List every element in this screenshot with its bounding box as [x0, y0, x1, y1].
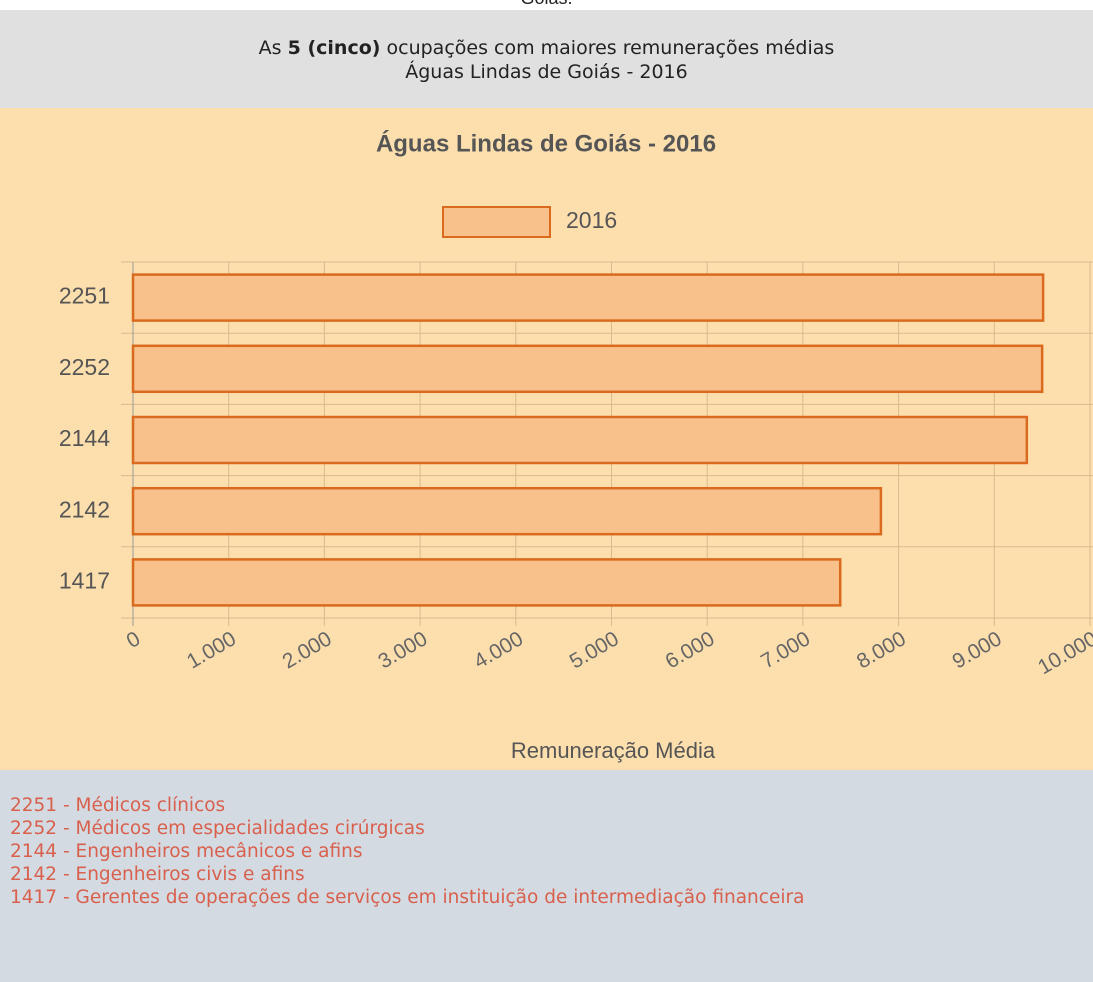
- bar: [131, 344, 1044, 394]
- footer-item: 2251 - Médicos clínicos: [10, 795, 226, 816]
- y-tick-label: 2144: [59, 425, 110, 451]
- header-subtitle: Águas Lindas de Goiás - 2016: [405, 61, 688, 83]
- footer-item: 2144 - Engenheiros mecânicos e afins: [10, 841, 363, 862]
- y-tick-label: 2142: [59, 496, 110, 522]
- legend-swatch: [442, 206, 551, 238]
- footer-item: 1417 - Gerentes de operações de serviços…: [10, 887, 805, 908]
- y-tick-label: 2251: [59, 283, 110, 309]
- footer-item: 2252 - Médicos em especialidades cirúrgi…: [10, 818, 425, 839]
- bar: [131, 486, 883, 536]
- bar: [131, 415, 1029, 465]
- x-axis-label: Remuneração Média: [511, 738, 716, 763]
- header-title: As 5 (cinco) ocupações com maiores remun…: [0, 36, 1093, 60]
- footer-item: 2142 - Engenheiros civis e afins: [10, 864, 305, 885]
- bar: [131, 558, 842, 607]
- legend-label: 2016: [566, 207, 617, 233]
- header: As 5 (cinco) ocupações com maiores remun…: [0, 10, 1093, 108]
- chart-title: Águas Lindas de Goiás - 2016: [376, 129, 716, 157]
- page-top-text: Goiás.: [0, 0, 1093, 9]
- header-rest: ocupações com maiores remunerações média…: [386, 37, 835, 59]
- y-tick-label: 1417: [59, 567, 110, 593]
- y-tick-label: 2252: [59, 354, 110, 380]
- header-prefix: As: [258, 37, 282, 59]
- header-bold: 5 (cinco): [287, 37, 381, 59]
- footer: 2251 - Médicos clínicos 2252 - Médicos em…: [0, 770, 1093, 982]
- bar: [131, 273, 1045, 322]
- chart: Águas Lindas de Goiás - 2016 Remuneração…: [0, 108, 1093, 770]
